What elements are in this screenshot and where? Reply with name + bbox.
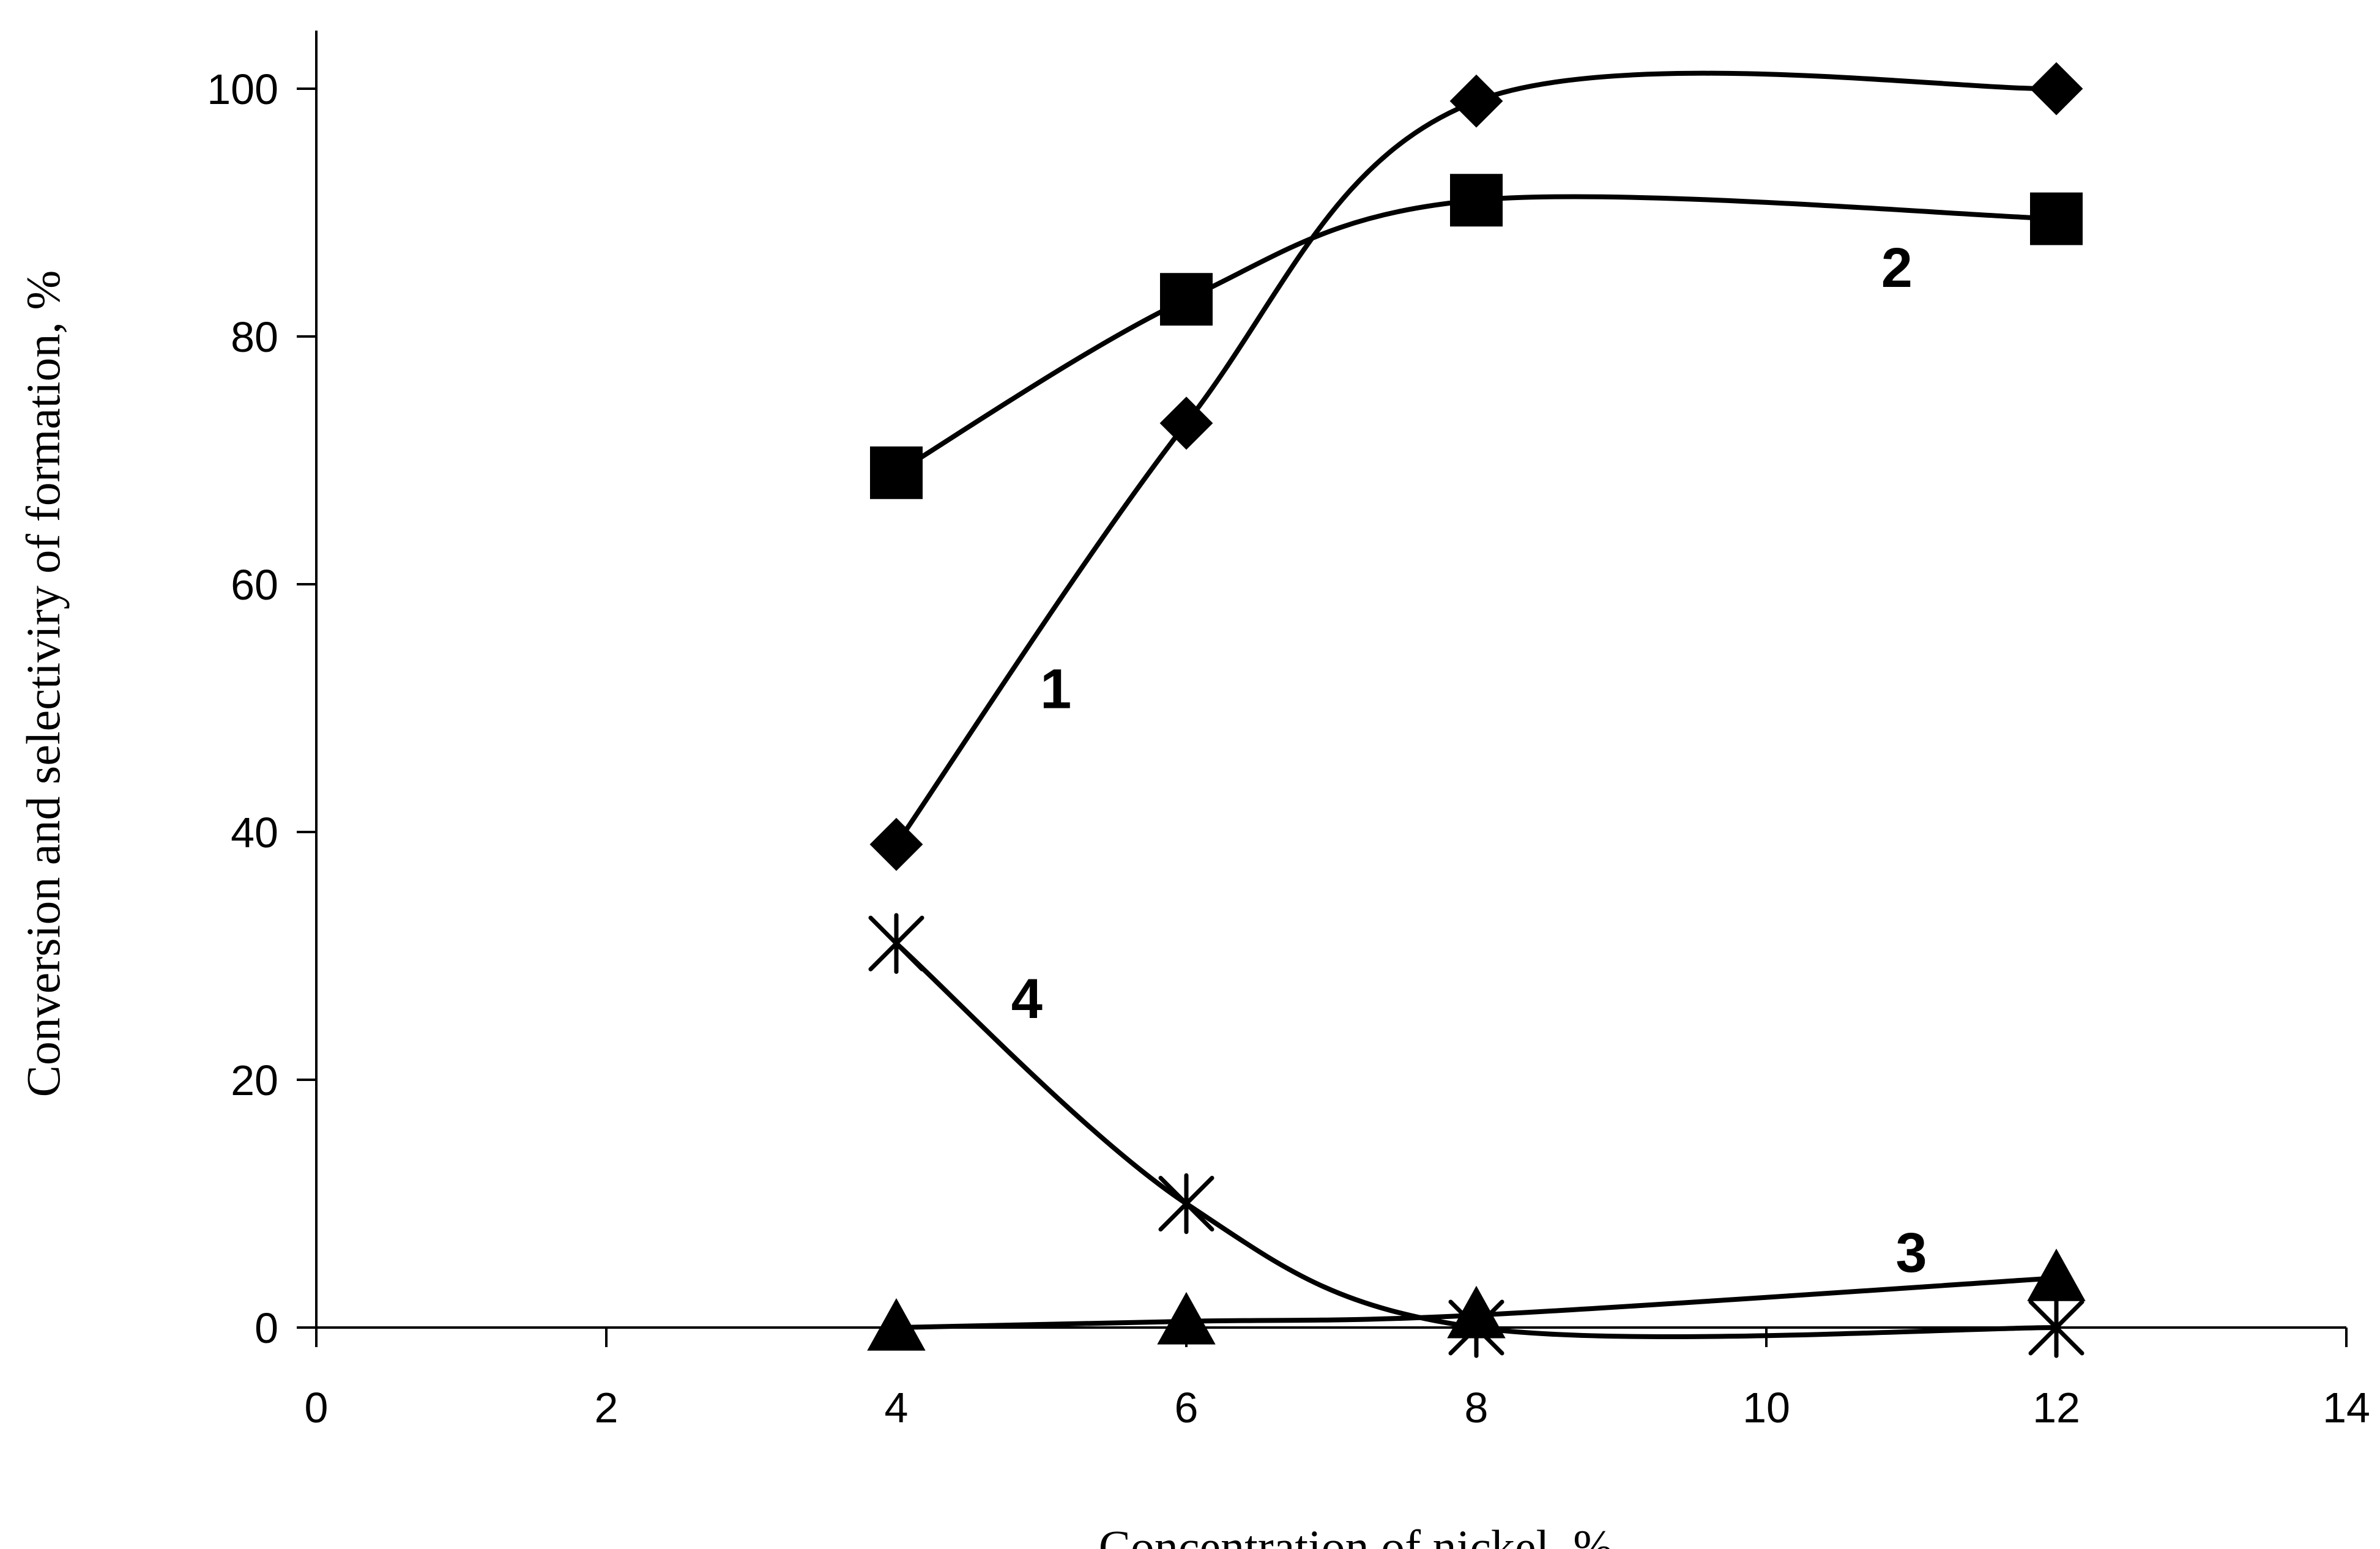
series-1-point-12 [2029,62,2083,116]
series-2-point-12 [2030,192,2083,245]
series-3-line [896,1276,2057,1330]
series-2-point-4 [870,446,923,499]
series-4-point-6 [1158,1173,1214,1235]
series-2-point-8 [1450,174,1503,227]
series-2-point-6 [1160,273,1213,326]
x-tick-label-14: 14 [2322,1384,2370,1432]
series-3-point-12 [2027,1248,2086,1301]
series-3-point-4 [867,1298,926,1351]
x-tick-label-0: 0 [305,1384,329,1432]
y-tick-label-80: 80 [231,313,278,361]
curve-label-3: 3 [1895,1222,1927,1284]
y-tick-label-20: 20 [231,1057,278,1104]
series-1-point-6 [1159,396,1213,450]
series-4-point-8 [1448,1297,1504,1358]
y-tick-label-40: 40 [231,809,278,856]
x-tick-label-8: 8 [1465,1384,1489,1432]
series-4-point-12 [2028,1297,2084,1358]
y-axis-title: Conversion and selectiviry of formation,… [17,270,70,1098]
y-tick-label-100: 100 [207,65,278,113]
x-tick-label-12: 12 [2032,1384,2080,1432]
x-axis-title: Concentration of nickel, % [1099,1520,1613,1549]
x-tick-label-10: 10 [1742,1384,1790,1432]
x-tick-label-6: 6 [1175,1384,1199,1432]
y-tick-label-60: 60 [231,561,278,609]
labels: Concentration of nickel, % Conversion and… [17,237,1927,1549]
series-1-point-4 [869,817,923,871]
y-tick-label-0: 0 [255,1304,278,1352]
curve-label-4: 4 [1011,968,1043,1030]
series-3-point-6 [1157,1291,1216,1345]
series-4-line [894,942,2057,1339]
curves [894,70,2057,1339]
series-1-point-8 [1449,74,1503,128]
series-2-line [894,194,2057,475]
x-tick-label-2: 2 [595,1384,619,1432]
series-4-point-4 [868,913,924,974]
x-tick-label-4: 4 [885,1384,909,1432]
curve-label-1: 1 [1040,658,1071,721]
series-1-line [894,70,2057,846]
markers [867,62,2086,1358]
curve-label-2: 2 [1881,237,1913,299]
